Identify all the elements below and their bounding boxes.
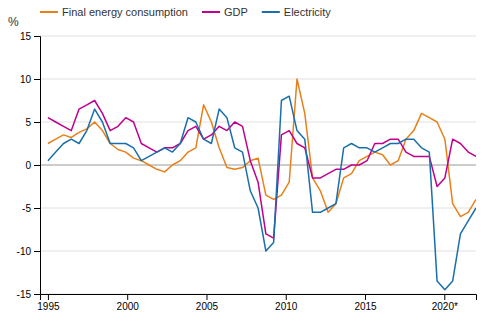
x-tick: 2020* bbox=[432, 294, 458, 312]
legend-swatch bbox=[40, 11, 58, 13]
series-line bbox=[48, 101, 476, 239]
y-tick-mark bbox=[34, 208, 40, 209]
series-line bbox=[48, 79, 476, 217]
legend-item: Final energy consumption bbox=[40, 6, 188, 18]
x-tick: 2005 bbox=[196, 294, 219, 312]
y-tick-mark bbox=[34, 294, 40, 295]
legend-item: Electricity bbox=[262, 6, 332, 18]
x-tick-mark bbox=[206, 294, 207, 300]
y-tick-mark bbox=[34, 122, 40, 123]
y-axis: -15 -10 -5 0 5 10 15 bbox=[17, 31, 41, 300]
legend-swatch bbox=[262, 11, 280, 13]
y-grid-line bbox=[40, 36, 476, 37]
x-tick-label: 2000 bbox=[117, 301, 140, 312]
x-tick: 2015 bbox=[354, 294, 377, 312]
y-tick-label: 15 bbox=[20, 31, 32, 42]
chart-container: 1995 2000 2005 2010 2015 2020* -15 -10 -5 0 5 10 15%… bbox=[0, 0, 492, 320]
x-tick-mark bbox=[365, 294, 366, 300]
series-line bbox=[48, 96, 476, 290]
legend: Final energy consumption GDP Electricity bbox=[40, 6, 331, 18]
y-tick: -5 bbox=[22, 203, 40, 214]
y-tick: 0 bbox=[25, 160, 40, 171]
lines bbox=[48, 79, 476, 290]
x-tick-label: 1995 bbox=[37, 301, 60, 312]
legend-label: Electricity bbox=[284, 6, 332, 18]
x-tick-label: 2010 bbox=[275, 301, 298, 312]
y-tick: 5 bbox=[25, 117, 40, 128]
y-tick-mark bbox=[34, 251, 40, 252]
y-tick: 15 bbox=[20, 31, 40, 42]
y-grid-line bbox=[40, 79, 476, 80]
chart-svg: 1995 2000 2005 2010 2015 2020* -15 -10 -5 0 5 10 15%… bbox=[0, 0, 492, 320]
y-tick-label: -10 bbox=[17, 246, 32, 257]
y-grid-line bbox=[40, 165, 476, 166]
legend-swatch bbox=[202, 11, 220, 13]
legend-item: GDP bbox=[202, 6, 248, 18]
y-tick-label: -5 bbox=[22, 203, 31, 214]
x-tick: 2000 bbox=[117, 294, 140, 312]
plot-area: 1995 2000 2005 2010 2015 2020* -15 -10 -5 0 5 10 15 bbox=[17, 31, 477, 312]
y-tick-label: 0 bbox=[25, 160, 31, 171]
y-tick-label: 10 bbox=[20, 74, 32, 85]
x-tick-mark bbox=[286, 294, 287, 300]
x-tick-mark bbox=[444, 294, 445, 300]
x-tick: 2010 bbox=[275, 294, 298, 312]
legend-label: Final energy consumption bbox=[62, 6, 188, 18]
x-tick: 1995 bbox=[37, 294, 60, 312]
y-tick: -10 bbox=[17, 246, 40, 257]
x-tick-mark bbox=[127, 294, 128, 300]
x-axis-line bbox=[41, 295, 477, 301]
legend-label: GDP bbox=[224, 6, 248, 18]
y-tick-label: -15 bbox=[17, 289, 32, 300]
grid bbox=[40, 36, 476, 294]
y-axis-title: % bbox=[8, 15, 19, 29]
y-tick: -15 bbox=[17, 289, 40, 300]
y-tick-mark bbox=[34, 36, 40, 37]
x-tick-label: 2020* bbox=[432, 301, 458, 312]
y-tick-label: 5 bbox=[25, 117, 31, 128]
y-grid-line bbox=[40, 251, 476, 252]
y-axis-line bbox=[34, 37, 41, 295]
x-axis: 1995 2000 2005 2010 2015 2020* bbox=[37, 294, 476, 312]
x-tick-label: 2015 bbox=[354, 301, 377, 312]
y-tick-mark bbox=[34, 165, 40, 166]
y-tick-mark bbox=[34, 79, 40, 80]
y-tick: 10 bbox=[20, 74, 40, 85]
x-tick-label: 2005 bbox=[196, 301, 219, 312]
x-tick-mark bbox=[48, 294, 49, 300]
